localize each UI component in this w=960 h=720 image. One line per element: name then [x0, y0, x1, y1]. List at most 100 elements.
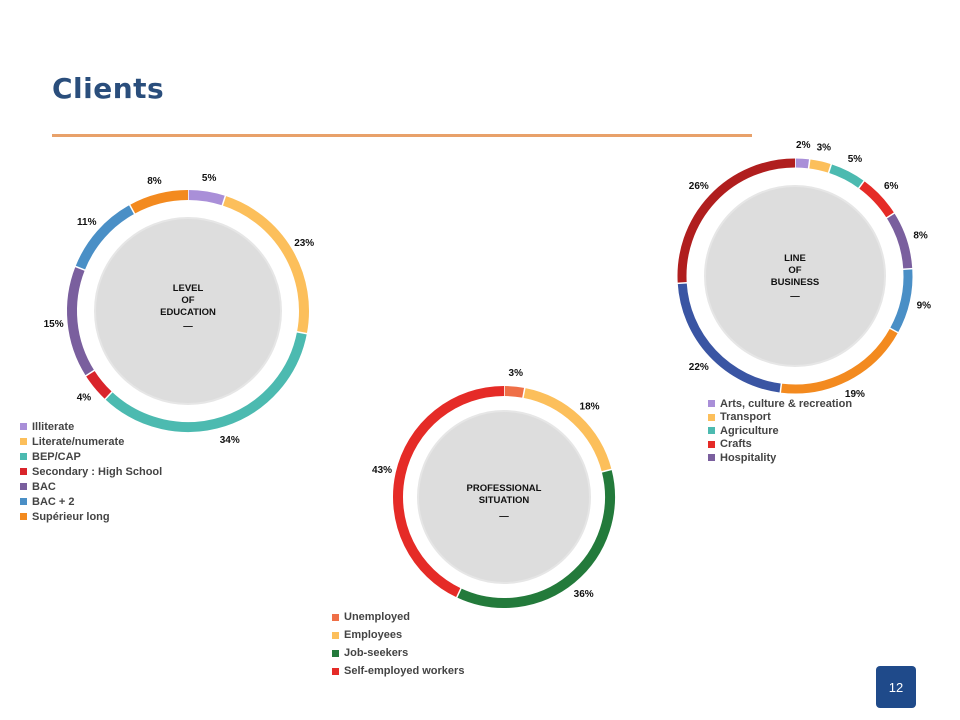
legend-item-unemployed: Unemployed [332, 608, 464, 626]
legend-swatch [332, 631, 339, 639]
donut-center-disc [417, 410, 591, 584]
education-donut-chart: 5% 23% 34% 4% 15% 11% 8% LEVELOFEDUCATION — [44, 173, 315, 446]
legend-swatch [20, 423, 27, 430]
segment-separator [898, 267, 917, 271]
legend-label: Literate/numerate [32, 435, 125, 448]
legend-item-transport: Transport [708, 411, 852, 425]
segment-separator [70, 263, 90, 273]
percent-label: 5% [202, 173, 217, 184]
segment-separator [855, 176, 868, 193]
segment-separator [101, 387, 116, 404]
legend-label: Supérieur long [32, 510, 110, 523]
legend-label: BEP/CAP [32, 450, 81, 463]
legend-item-bac-2: BAC + 2 [20, 494, 162, 509]
donut-segment-illiterate [187, 190, 226, 206]
legend-item-self-employed-workers: Self-employed workers [332, 662, 464, 680]
legend-label: BAC [32, 480, 56, 493]
legend-item-job-seekers: Job-seekers [332, 644, 464, 662]
donut-center-label: — [499, 511, 509, 522]
education-legend: Illiterate Literate/numerate BEP/CAP Second… [20, 419, 162, 524]
legend-label: Job-seekers [344, 647, 409, 659]
donut-segment-unemployed [503, 386, 525, 398]
donut-segment-segment-2 [808, 159, 832, 173]
donut-center-label: OF [788, 265, 801, 276]
percent-label: 19% [845, 389, 865, 400]
legend-swatch [332, 649, 339, 657]
segment-separator [673, 281, 692, 285]
donut-segment-segment-5 [886, 213, 913, 270]
legend-label: Hospitality [720, 451, 777, 464]
legend-swatch [708, 400, 715, 408]
donut-center-label: SITUATION [479, 495, 530, 506]
donut-center-label: — [183, 321, 193, 332]
percent-label: 43% [372, 465, 392, 476]
percent-label: 36% [574, 589, 594, 600]
donut-segment-bac [67, 266, 95, 376]
legend-swatch [20, 498, 27, 505]
legend-item-bac: BAC [20, 479, 162, 494]
percent-label: 34% [220, 435, 240, 446]
donut-center-label: BUSINESS [771, 277, 820, 288]
legend-label: BAC + 2 [32, 495, 75, 508]
segment-separator [885, 325, 903, 336]
legend-label: Arts, culture & recreation [720, 397, 853, 410]
segment-separator [807, 154, 812, 173]
segment-separator [826, 159, 834, 178]
legend-item-literate-numerate: Literate/numerate [20, 434, 162, 449]
donut-segment-segment-8 [677, 282, 782, 393]
percent-label: 9% [917, 300, 932, 311]
donut-segment-employees [522, 387, 612, 472]
percent-label: 18% [580, 401, 600, 412]
legend-item-hospitality: Hospitality [708, 451, 852, 465]
percent-label: 5% [848, 154, 863, 165]
donut-segment-secondary-high-school [85, 370, 113, 400]
legend-label: Unemployed [344, 611, 411, 623]
donut-segment-segment-1 [794, 158, 810, 169]
donut-segment-bep-cap [105, 331, 307, 432]
legend-swatch [708, 413, 715, 421]
legend-swatch [20, 483, 27, 490]
legend-label: Crafts [720, 438, 752, 451]
donut-segment-segment-6 [890, 268, 913, 333]
legend-swatch [20, 453, 27, 460]
line-of-business-donut-chart: 2% 3% 5% 6% 8% 9% 19% 22% 26% LINEOFBUSINESS — [673, 140, 931, 400]
donut-segment-job-seekers [456, 469, 615, 608]
donut-segment-segment-3 [828, 164, 865, 189]
legend-swatch [332, 667, 339, 675]
donut-center-disc [704, 185, 886, 367]
percent-label: 11% [77, 217, 97, 228]
percent-label: 4% [77, 393, 92, 404]
segment-separator [778, 379, 783, 398]
percent-label: 2% [796, 140, 811, 151]
percent-label: 8% [147, 176, 162, 187]
page-number-badge: 12 [876, 666, 916, 708]
donut-segment-sup-rieur-long [129, 190, 189, 214]
segment-separator [521, 382, 527, 403]
legend-label: Transport [720, 411, 771, 424]
page-title: Clients [52, 72, 165, 105]
legend-swatch [332, 613, 339, 621]
donut-center-label: LINE [784, 253, 806, 264]
legend-swatch [708, 440, 715, 448]
segment-separator [220, 190, 228, 211]
legend-item-illiterate: Illiterate [20, 419, 162, 434]
legend-swatch [20, 513, 27, 520]
donut-center-label: — [790, 291, 800, 302]
segment-separator [596, 467, 617, 474]
legend-item-secondary-high-school: Secondary : High School [20, 464, 162, 479]
percent-label: 6% [884, 181, 899, 192]
legend-swatch [20, 438, 27, 445]
segment-separator [882, 209, 899, 221]
donut-segment-literate-numerate [222, 195, 309, 334]
legend-label: Employees [344, 629, 403, 641]
percent-label: 22% [689, 362, 709, 373]
legend-label: Self-employed workers [344, 665, 465, 677]
donut-segment-bac-2 [75, 204, 135, 271]
donut-segment-segment-9 [677, 158, 796, 284]
segment-separator [291, 330, 312, 336]
donut-center-label: LEVEL [173, 283, 204, 294]
legend-swatch [708, 454, 715, 462]
legend-item-crafts: Crafts [708, 438, 852, 452]
percent-label: 26% [689, 181, 709, 192]
title-underline [52, 134, 752, 137]
